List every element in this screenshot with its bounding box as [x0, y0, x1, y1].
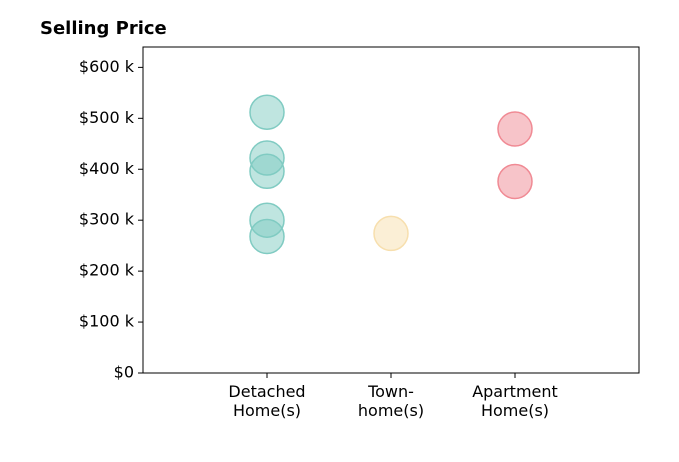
chart-title: Selling Price	[40, 18, 167, 39]
y-tick-label: $300 k	[79, 210, 135, 229]
x-tick-label: Apartment Home(s)	[472, 382, 558, 420]
x-tick-label: Town- home(s)	[357, 382, 425, 420]
point	[373, 215, 409, 252]
y-tick-label: $600 k	[79, 57, 135, 76]
point	[249, 153, 285, 190]
y-tick-label: $400 k	[79, 159, 135, 178]
point	[249, 94, 285, 130]
y-tick-label: $500 k	[79, 108, 135, 127]
plot-frame	[142, 46, 640, 374]
y-tick-label: $0	[114, 363, 134, 382]
y-tick-label: $200 k	[79, 261, 135, 280]
point	[497, 163, 533, 200]
x-tick-label: Detached Home(s)	[228, 382, 306, 420]
point	[497, 111, 533, 147]
point	[249, 218, 285, 255]
y-tick-label: $100 k	[79, 312, 135, 331]
